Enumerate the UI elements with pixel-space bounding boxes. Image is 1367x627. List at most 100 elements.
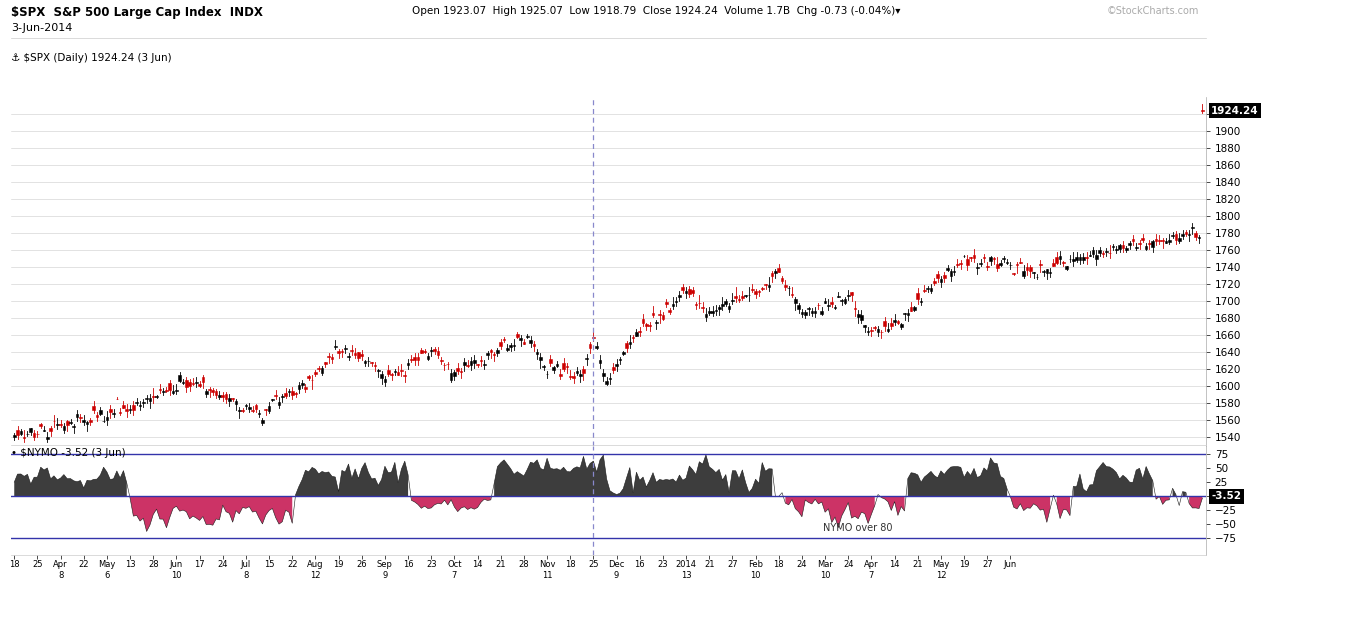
Bar	[308, 376, 310, 378]
Bar	[999, 263, 1002, 265]
Bar	[750, 289, 753, 290]
Bar	[82, 420, 85, 423]
Bar	[89, 420, 92, 421]
Bar	[344, 348, 346, 349]
Bar	[172, 391, 175, 393]
Bar	[254, 405, 257, 409]
Bar	[904, 313, 906, 314]
Bar	[569, 376, 571, 377]
Bar	[182, 382, 185, 383]
Bar	[271, 399, 273, 400]
Bar	[433, 349, 436, 350]
Bar	[871, 330, 872, 332]
Bar	[403, 375, 406, 376]
Bar	[599, 360, 601, 362]
Bar	[86, 422, 89, 424]
Bar	[939, 279, 942, 282]
Bar	[874, 327, 876, 328]
Bar	[314, 372, 317, 374]
Bar	[347, 356, 350, 357]
Bar	[40, 424, 42, 426]
Bar	[1013, 273, 1016, 274]
Bar	[261, 421, 264, 423]
Text: $SPX  S&P 500 Large Cap Index  INDX: $SPX S&P 500 Large Cap Index INDX	[11, 6, 262, 19]
Bar	[221, 395, 224, 396]
Bar	[503, 339, 506, 340]
Bar	[152, 396, 154, 397]
Bar	[652, 313, 655, 315]
Bar	[1029, 268, 1032, 271]
Bar	[135, 402, 138, 403]
Bar	[562, 363, 565, 369]
Bar	[596, 346, 597, 348]
Bar	[231, 398, 234, 399]
Bar	[916, 293, 919, 299]
Bar	[893, 320, 895, 322]
Bar	[483, 364, 485, 365]
Bar	[208, 389, 211, 391]
Bar	[1185, 233, 1187, 234]
Bar	[189, 382, 191, 386]
Bar	[149, 398, 152, 401]
Bar	[1125, 248, 1128, 250]
Bar	[30, 428, 31, 431]
Bar	[109, 409, 112, 413]
Bar	[1018, 262, 1021, 263]
Bar	[168, 383, 171, 390]
Bar	[741, 296, 744, 298]
Bar	[1085, 257, 1088, 258]
Bar	[1188, 234, 1191, 235]
Bar	[480, 360, 483, 361]
Text: ⚓ $SPX (Daily) 1924.24 (3 Jun): ⚓ $SPX (Daily) 1924.24 (3 Jun)	[11, 53, 172, 63]
Bar	[790, 293, 793, 295]
Bar	[1158, 240, 1161, 241]
Bar	[956, 264, 958, 265]
Bar	[138, 405, 141, 406]
Bar	[675, 301, 678, 302]
Bar	[738, 299, 741, 300]
Bar	[694, 304, 697, 305]
Text: NYMO over 80: NYMO over 80	[823, 523, 893, 533]
Bar	[361, 354, 364, 356]
Bar	[156, 396, 157, 397]
Bar	[848, 295, 849, 296]
Bar	[443, 364, 446, 365]
Bar	[1178, 238, 1181, 241]
Bar	[513, 345, 515, 346]
Bar	[867, 331, 869, 332]
Bar	[774, 271, 776, 273]
Bar	[827, 305, 830, 307]
Bar	[622, 352, 625, 354]
Bar	[1072, 259, 1074, 261]
Bar	[1046, 269, 1048, 273]
Bar	[704, 314, 707, 317]
Bar	[459, 371, 462, 372]
Bar	[1128, 243, 1131, 245]
Bar	[324, 362, 327, 364]
Bar	[890, 323, 893, 326]
Bar	[612, 367, 615, 370]
Bar	[625, 344, 627, 347]
Bar	[778, 268, 781, 271]
Bar	[794, 299, 797, 303]
Bar	[1059, 256, 1061, 259]
Bar	[145, 398, 148, 399]
Bar	[380, 374, 383, 379]
Bar	[1062, 262, 1065, 263]
Bar	[1118, 245, 1121, 249]
Bar	[668, 310, 671, 312]
Bar	[133, 405, 135, 410]
Bar	[264, 409, 267, 410]
Bar	[608, 378, 611, 379]
Bar	[1162, 240, 1163, 241]
Bar	[301, 383, 303, 385]
Bar	[463, 362, 466, 366]
Bar	[195, 382, 198, 383]
Bar	[755, 292, 757, 294]
Bar	[1088, 255, 1091, 256]
Bar	[923, 290, 925, 291]
Bar	[122, 406, 124, 408]
Bar	[664, 302, 667, 305]
Bar	[1174, 234, 1177, 241]
Bar	[165, 390, 168, 391]
